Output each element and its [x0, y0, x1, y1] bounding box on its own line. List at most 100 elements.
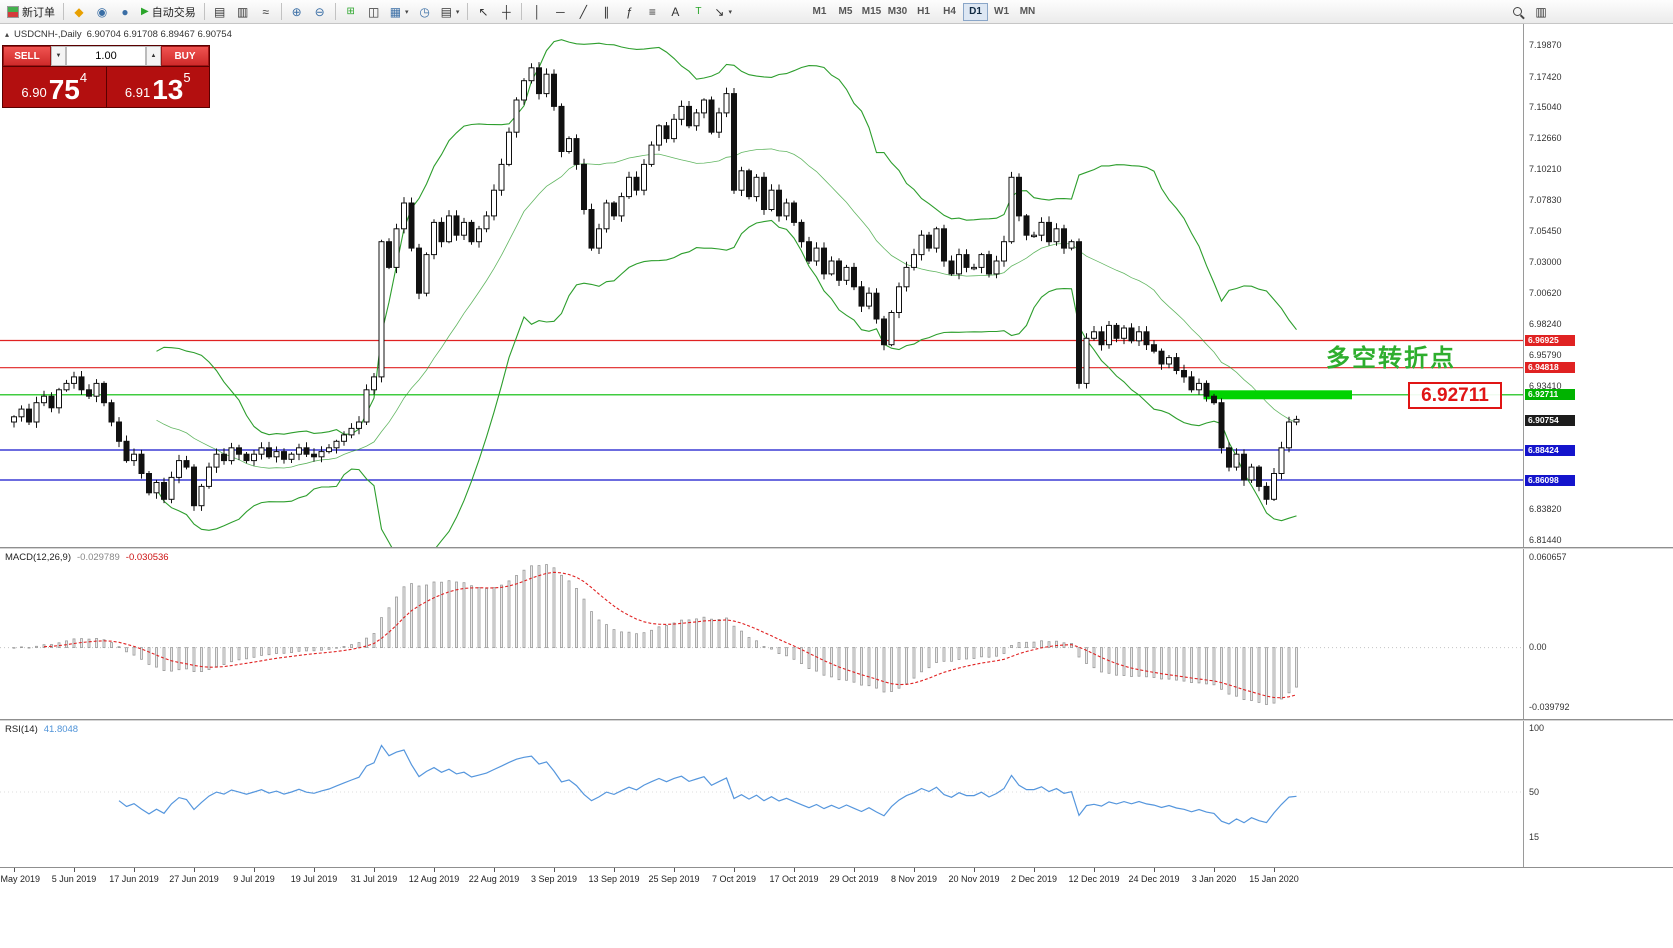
horizontal-line-button[interactable]: ─	[549, 2, 571, 22]
rsi-axis: 100 50 15	[1523, 721, 1673, 867]
channel-button[interactable]: ∥	[595, 2, 617, 22]
line-chart-button[interactable]: ≈	[255, 2, 277, 22]
new-chart-icon: ▦	[389, 4, 402, 19]
date-axis-label: 22 Aug 2019	[468, 874, 520, 884]
macd-value-signal: -0.030536	[125, 552, 169, 563]
price-axis-label: 7.00620	[1529, 287, 1562, 298]
sell-button[interactable]: SELL	[3, 46, 51, 66]
candlestick-plot[interactable]	[0, 24, 1523, 569]
arrows-tool-button[interactable]: ↘ ▾	[710, 2, 736, 22]
bars-chart-button[interactable]: ▤	[209, 2, 231, 22]
timeframe-h4[interactable]: H4	[937, 3, 962, 21]
buy-button[interactable]: BUY	[161, 46, 209, 66]
search-button[interactable]	[1506, 2, 1528, 22]
new-chart-button[interactable]: ▦ ▾	[386, 2, 413, 22]
panel-splitter[interactable]	[0, 719, 1673, 721]
rsi-label: RSI(14) 41.8048	[5, 724, 78, 735]
zoom-in-button[interactable]: ⊕	[286, 2, 308, 22]
toolbar-separator	[334, 3, 336, 20]
rsi-axis-label: 50	[1529, 787, 1540, 797]
toolbar-separator	[280, 3, 282, 20]
date-tick	[314, 868, 315, 872]
text-tool-button[interactable]: A	[664, 2, 686, 22]
community-button[interactable]: ◉	[91, 2, 113, 22]
date-axis-label: 12 Aug 2019	[408, 874, 460, 884]
mql5-button[interactable]: ◆	[68, 2, 90, 22]
price-axis-label: 6.81440	[1529, 535, 1562, 545]
price-axis-label: 7.07830	[1529, 195, 1562, 206]
label-tool-button[interactable]: T	[687, 2, 709, 22]
date-axis-label: 5 Jun 2019	[51, 874, 97, 884]
search-icon	[1512, 7, 1522, 16]
date-tick	[1034, 868, 1035, 872]
sell-price[interactable]: 6.90 75 4	[3, 67, 106, 107]
panel-splitter[interactable]	[0, 547, 1673, 549]
channel-icon: ∥	[603, 4, 610, 19]
vertical-line-button[interactable]: │	[526, 2, 548, 22]
timeframe-d1[interactable]: D1	[963, 2, 988, 21]
timeframe-m30[interactable]: M30	[885, 3, 910, 21]
new-order-icon	[7, 5, 19, 18]
pivot-price-tag: 6.92711	[1525, 389, 1575, 401]
price-axis-label: 6.93410	[1529, 380, 1562, 391]
macd-axis: 0.060657 0.00 -0.039792	[1523, 549, 1673, 719]
news-button[interactable]: ●	[114, 2, 136, 22]
rsi-panel[interactable]: 100 50 15 RSI(14) 41.8048	[0, 721, 1673, 867]
data-window-button[interactable]: ▥	[1530, 2, 1552, 22]
tile-windows-button[interactable]: ◫	[363, 2, 385, 22]
cursor-button[interactable]: ↖	[472, 2, 494, 22]
date-axis-label: 24 May 2019	[0, 874, 41, 884]
date-tick	[794, 868, 795, 872]
price-callout-label: 6.92711	[1408, 382, 1502, 409]
timeframe-group: M1 M5 M15 M30 H1 H4 D1 W1 MN	[807, 2, 1040, 21]
new-order-button[interactable]: 新订单	[3, 2, 59, 22]
crosshair-button[interactable]: ┼	[495, 2, 517, 22]
templates-button[interactable]: ▤ ▾	[437, 2, 464, 22]
rsi-value: 41.8048	[43, 724, 79, 735]
date-axis-label: 8 Nov 2019	[890, 874, 938, 884]
zoom-out-icon: ⊖	[314, 4, 325, 19]
timeframe-m15[interactable]: M15	[859, 3, 884, 21]
zoom-out-button[interactable]: ⊖	[309, 2, 331, 22]
levels-button[interactable]: ≡	[641, 2, 663, 22]
toolbar-separator	[63, 3, 64, 20]
rsi-axis-label: 100	[1529, 723, 1545, 733]
timeframe-m1[interactable]: M1	[807, 3, 832, 21]
date-axis[interactable]: 24 May 2019 5 Jun 2019 17 Jun 2019 27 Jun 2…	[0, 867, 1673, 893]
volume-input[interactable]	[66, 46, 146, 66]
macd-panel[interactable]: 0.060657 0.00 -0.039792 MACD(12,26,9) -0.0…	[0, 549, 1673, 719]
line-chart-icon: ≈	[262, 4, 269, 19]
collapse-icon[interactable]: ▴	[5, 30, 10, 39]
auto-trading-button[interactable]: ▶ 自动交易	[137, 2, 200, 22]
date-axis-label: 19 Jul 2019	[290, 874, 338, 884]
date-axis-label: 25 Sep 2019	[648, 874, 700, 884]
timeframe-w1[interactable]: W1	[989, 3, 1014, 21]
price-axis[interactable]: 7.19870 7.17420 7.15040 7.12660 7.10210 7.078…	[1523, 24, 1673, 547]
date-tick	[74, 868, 75, 872]
volume-down-button[interactable]: ▼	[51, 46, 66, 66]
play-icon: ▶	[141, 5, 149, 17]
timeframe-mn[interactable]: MN	[1015, 3, 1040, 21]
fibonacci-button[interactable]: ƒ	[618, 2, 640, 22]
candlestick-chart-button[interactable]: ▥	[232, 2, 254, 22]
price-axis-label: 7.12660	[1529, 132, 1562, 143]
buy-price[interactable]: 6.91 13 5	[106, 67, 209, 107]
timeframe-h1[interactable]: H1	[911, 3, 936, 21]
toolbar-separator	[467, 3, 469, 20]
buy-price-pips: 13	[152, 74, 184, 105]
timeframe-m5[interactable]: M5	[833, 3, 858, 21]
chevron-down-icon: ▾	[728, 8, 732, 16]
date-tick	[14, 868, 15, 872]
grid-button[interactable]: ⊞	[340, 2, 362, 22]
period-clock-button[interactable]: ◷	[414, 2, 436, 22]
trendline-button[interactable]: ╱	[572, 2, 594, 22]
auto-trading-label: 自动交易	[151, 6, 196, 19]
date-tick	[1094, 868, 1095, 872]
resistance-price-tag: 6.96925	[1525, 335, 1575, 346]
volume-up-button[interactable]: ▲	[146, 46, 161, 66]
toolbar-right-group: ▥	[1506, 2, 1552, 22]
rsi-axis-label: 15	[1529, 832, 1540, 842]
price-chart-panel[interactable]: 7.19870 7.17420 7.15040 7.12660 7.10210 7.078…	[0, 24, 1673, 569]
date-tick	[614, 868, 615, 872]
date-tick	[914, 868, 915, 872]
